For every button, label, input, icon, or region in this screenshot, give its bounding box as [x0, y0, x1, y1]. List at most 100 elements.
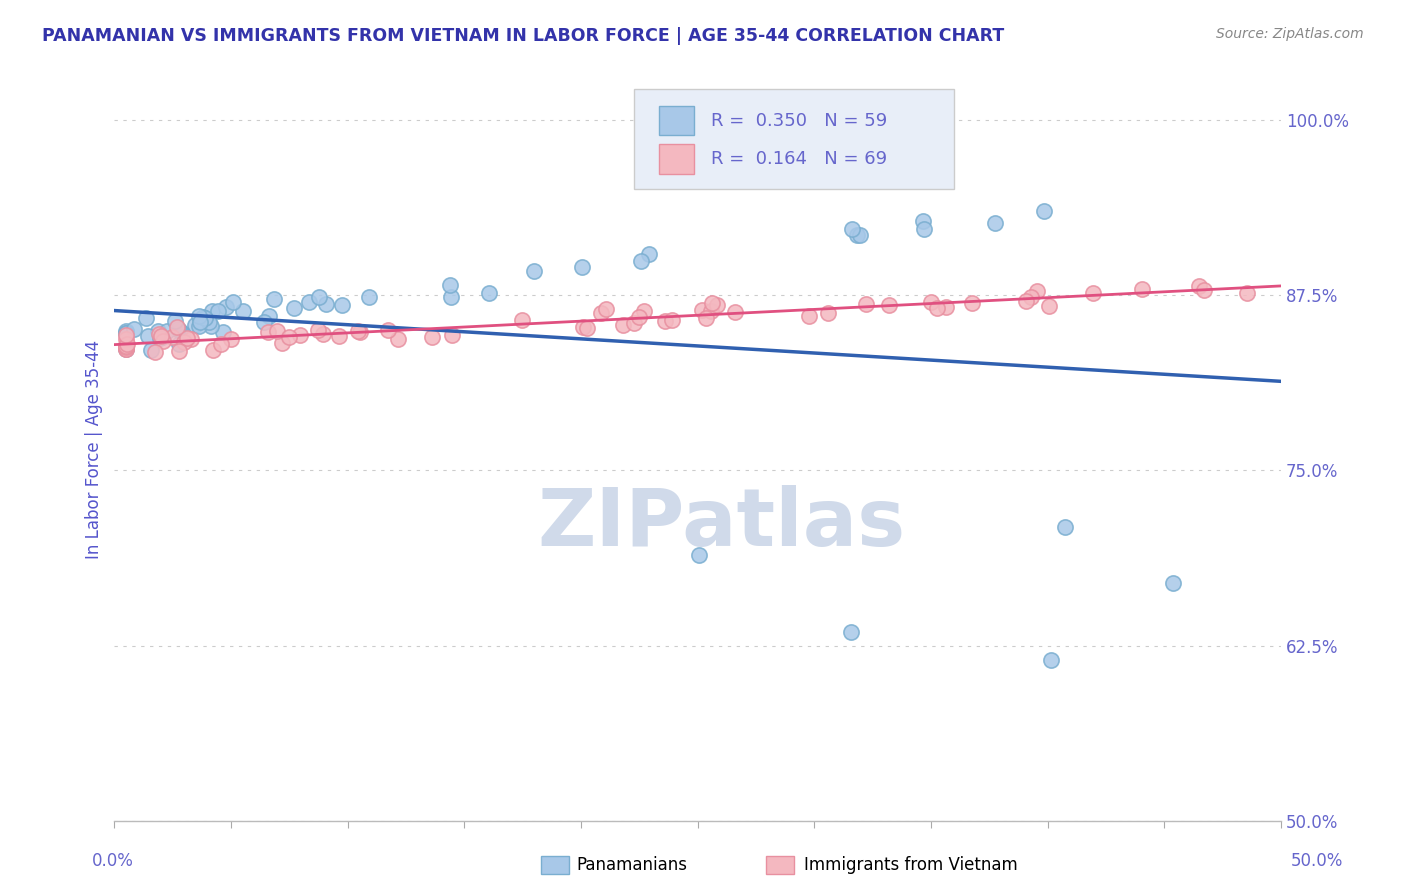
Text: 0.0%: 0.0%: [91, 852, 134, 870]
Point: [1054, 519, 1077, 533]
Point: [1081, 286, 1104, 301]
Point: [290, 328, 312, 343]
Point: [184, 318, 207, 333]
Point: [654, 313, 676, 327]
Point: [845, 227, 868, 242]
Point: [115, 342, 138, 356]
Point: [162, 329, 184, 343]
Point: [215, 300, 238, 314]
Point: [1130, 282, 1153, 296]
Point: [271, 336, 294, 351]
Point: [209, 337, 232, 351]
Point: [523, 264, 546, 278]
Point: [439, 278, 461, 293]
Point: [115, 324, 138, 338]
Point: [115, 332, 138, 346]
Point: [136, 329, 159, 343]
Point: [115, 340, 138, 354]
Point: [187, 309, 209, 323]
Point: [170, 326, 193, 341]
Point: [1033, 203, 1056, 218]
Point: [349, 325, 371, 339]
Point: [984, 216, 1007, 230]
Point: [359, 290, 381, 304]
Point: [149, 331, 172, 345]
Point: [328, 329, 350, 343]
Point: [623, 316, 645, 330]
Point: [330, 297, 353, 311]
Point: [277, 329, 299, 343]
Point: [630, 254, 652, 268]
Point: [173, 334, 195, 349]
Point: [146, 324, 169, 338]
Point: [253, 315, 276, 329]
Point: [180, 332, 202, 346]
Point: [198, 315, 221, 329]
Point: [848, 228, 870, 243]
Text: 50.0%: 50.0%: [1291, 852, 1343, 870]
Point: [115, 339, 138, 353]
Point: [143, 344, 166, 359]
Point: [1192, 283, 1215, 297]
Point: [377, 323, 399, 337]
Point: [797, 309, 820, 323]
Point: [191, 310, 214, 324]
Text: R =  0.350   N = 59: R = 0.350 N = 59: [710, 112, 887, 129]
Point: [817, 306, 839, 320]
Point: [263, 292, 285, 306]
Point: [150, 330, 173, 344]
Point: [139, 343, 162, 357]
Point: [232, 304, 254, 318]
Point: [115, 326, 138, 340]
Point: [877, 297, 900, 311]
Point: [207, 304, 229, 318]
Point: [169, 324, 191, 338]
Point: [690, 303, 713, 318]
Point: [633, 304, 655, 318]
Point: [512, 313, 534, 327]
Point: [190, 314, 212, 328]
Point: [960, 296, 983, 310]
Point: [420, 330, 443, 344]
Point: [440, 290, 463, 304]
Point: [315, 297, 337, 311]
Point: [200, 319, 222, 334]
Point: [595, 302, 617, 317]
Point: [115, 342, 138, 356]
Text: Panamanians: Panamanians: [576, 856, 688, 874]
Point: [152, 334, 174, 348]
Point: [167, 343, 190, 358]
Point: [637, 247, 659, 261]
Point: [256, 326, 278, 340]
Point: [572, 319, 595, 334]
Point: [312, 327, 335, 342]
Point: [165, 314, 187, 328]
Point: [841, 222, 863, 236]
Point: [156, 324, 179, 338]
Point: [925, 301, 948, 315]
Point: [911, 214, 934, 228]
Point: [283, 301, 305, 315]
Text: Source: ZipAtlas.com: Source: ZipAtlas.com: [1216, 27, 1364, 41]
Point: [176, 331, 198, 345]
Point: [166, 320, 188, 334]
Point: [219, 332, 242, 346]
Point: [575, 320, 598, 334]
Point: [700, 296, 723, 310]
Point: [202, 343, 225, 357]
Point: [167, 336, 190, 351]
Point: [115, 338, 138, 352]
Point: [839, 624, 862, 639]
Point: [222, 295, 245, 310]
Point: [441, 327, 464, 342]
Point: [307, 323, 329, 337]
Y-axis label: In Labor Force | Age 35-44: In Labor Force | Age 35-44: [86, 340, 103, 559]
Point: [1161, 575, 1184, 590]
Point: [308, 290, 330, 304]
Point: [167, 322, 190, 336]
Point: [706, 298, 728, 312]
Point: [695, 310, 717, 325]
Point: [688, 548, 710, 562]
Point: [117, 337, 139, 351]
Point: [387, 332, 409, 346]
